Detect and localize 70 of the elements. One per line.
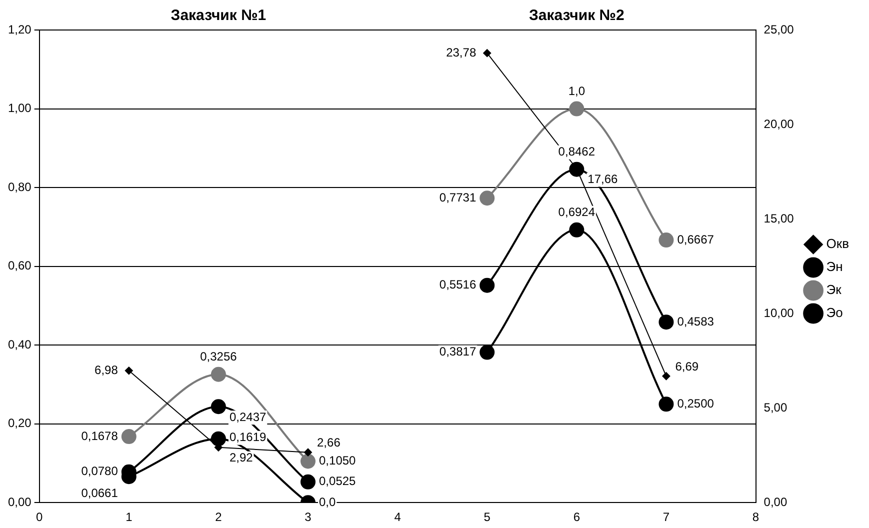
data-label: 0,6924	[558, 205, 596, 220]
point	[300, 474, 316, 490]
point	[662, 372, 670, 380]
point	[480, 344, 495, 360]
data-label: 0,3817	[439, 344, 476, 359]
point	[300, 454, 316, 469]
y2-tick-label: 0,00	[764, 494, 788, 509]
data-label: 0,0661	[81, 486, 118, 500]
point	[658, 314, 674, 330]
legend-label: Окв	[826, 236, 850, 252]
data-label: 0,1050	[319, 454, 356, 468]
data-label: 17,66	[588, 172, 618, 186]
point	[124, 366, 133, 375]
data-label: 0,0525	[319, 474, 356, 488]
data-label: 0,4583	[677, 314, 714, 328]
point	[480, 278, 495, 293]
point	[483, 49, 492, 58]
legend-label: Эо	[826, 305, 843, 320]
point	[569, 101, 584, 116]
point	[210, 366, 226, 382]
x-tick-label: 5	[484, 510, 491, 524]
data-label: 0,1619	[229, 430, 266, 444]
point	[658, 396, 674, 412]
data-label: 0,6667	[677, 232, 714, 246]
y2-tick-label: 20,00	[764, 116, 794, 131]
data-label: 0,1678	[81, 428, 118, 443]
x-tick-label: 1	[126, 510, 133, 524]
point	[210, 431, 226, 446]
x-tick-label: 6	[573, 510, 580, 524]
y2-tick-label: 25,00	[764, 22, 794, 36]
x-tick-label: 0	[36, 510, 44, 524]
y-tick-label: 1,20	[8, 22, 32, 36]
y-tick-label: 1,00	[8, 101, 32, 116]
data-label: 0,2437	[229, 410, 266, 424]
x-tick-label: 2	[215, 510, 222, 524]
point	[210, 399, 226, 414]
data-label: 0,2500	[677, 396, 714, 410]
data-label: 2,66	[317, 436, 341, 450]
data-label: 0,0	[319, 494, 336, 509]
y2-tick-label: 10,00	[764, 306, 794, 320]
y-tick-label: 0,20	[8, 416, 32, 430]
y2-tick-label: 5,00	[764, 400, 788, 414]
data-label: 2,92	[229, 450, 254, 465]
y-tick-label: 0,60	[8, 258, 32, 273]
x-tick-label: 7	[662, 510, 670, 524]
data-label: 23,78	[446, 45, 476, 60]
legend-label: Эк	[826, 282, 842, 298]
y-tick-label: 0,80	[8, 180, 32, 194]
point	[569, 222, 584, 238]
y2-tick-label: 15,00	[764, 211, 794, 226]
data-label: 0,7731	[439, 190, 476, 204]
data-label: 1,0	[568, 84, 586, 98]
point	[304, 448, 312, 456]
data-label: 6,98	[94, 362, 118, 377]
data-label: 0,0780	[81, 464, 118, 478]
data-label: 0,5516	[439, 278, 476, 292]
x-tick-label: 8	[752, 510, 760, 524]
point	[658, 232, 674, 248]
data-label: 6,69	[675, 359, 699, 374]
y-tick-label: 0,40	[8, 337, 32, 352]
point	[480, 190, 495, 206]
data-label: 0,8462	[558, 144, 596, 159]
y-tick-label: 0,00	[8, 494, 32, 509]
data-label: 0,3256	[200, 350, 238, 364]
x-tick-label: 3	[304, 510, 312, 524]
x-tick-label: 4	[394, 510, 402, 524]
legend-label: Эн	[826, 259, 843, 274]
text: Заказчик №1	[170, 7, 266, 24]
text: Заказчик №2	[529, 7, 624, 24]
point	[121, 429, 136, 444]
